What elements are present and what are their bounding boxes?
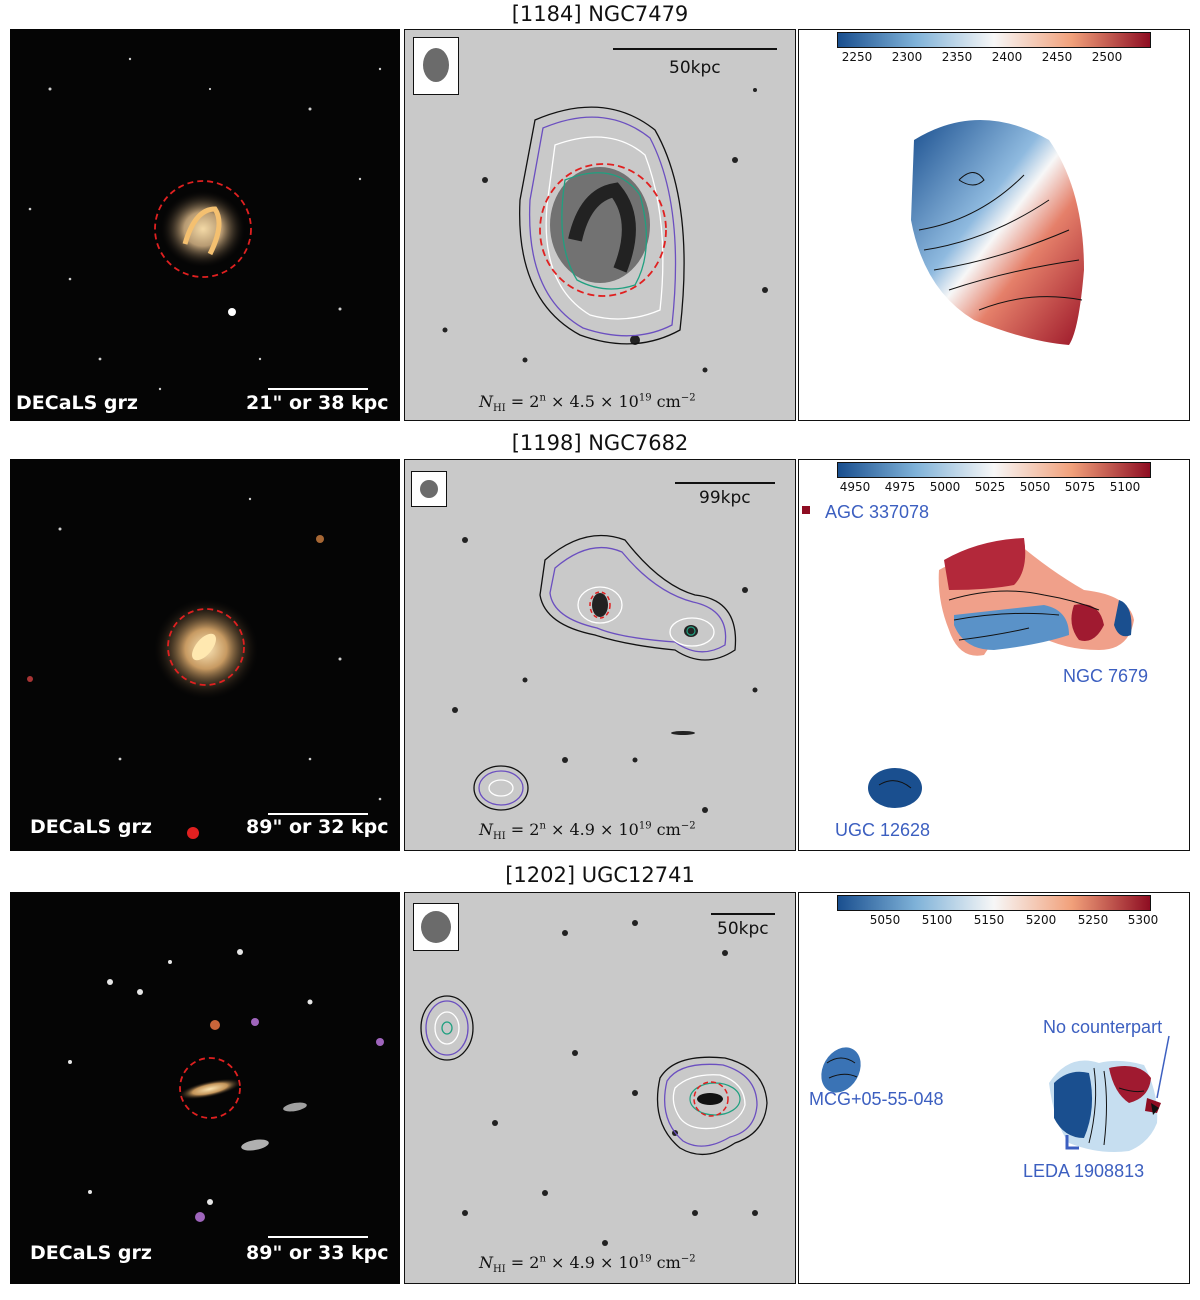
aperture-circle <box>179 1057 241 1119</box>
colorbar-tick: 5100 <box>1109 480 1141 494</box>
scale-label: 89" or 32 kpc <box>246 816 389 838</box>
galaxy-body <box>178 1078 242 1100</box>
beam-inset <box>411 471 447 507</box>
galaxy-label: MCG+05-55-048 <box>809 1089 944 1109</box>
colorbar-tick: 2500 <box>1091 50 1123 64</box>
row-title: [1198] NGC7682 <box>511 431 689 455</box>
survey-label: DECaLS grz <box>30 816 152 838</box>
colorbar-tick: 5075 <box>1064 480 1096 494</box>
colorbar-tick: 5100 <box>921 913 953 927</box>
colorbar-tick: 5250 <box>1077 913 1109 927</box>
galaxy-label: LEDA 1908813 <box>1023 1161 1145 1181</box>
colorbar-tick: 5025 <box>974 480 1006 494</box>
hi-scale-bar <box>675 482 775 484</box>
colorbar-tick: 2400 <box>991 50 1023 64</box>
velocity-field-panel: 4950 4975 5000 5025 5050 5075 5100 AGC 3… <box>798 459 1190 851</box>
hi-contour-map <box>420 920 768 1246</box>
hi-scale-label: 50kpc <box>717 919 769 939</box>
galaxy-label: UGC 12628 <box>835 820 931 840</box>
colorbar-tick: 5050 <box>869 913 901 927</box>
galaxy-label: NGC 7679 <box>1063 666 1149 686</box>
galaxy-body <box>161 191 245 267</box>
hi-scale-label: 50kpc <box>669 58 721 78</box>
aperture-circle <box>167 608 245 686</box>
row-title: [1202] UGC12741 <box>505 863 695 887</box>
nhi-contour-label: NHI = 2n × 4.5 × 1019 cm−2 <box>479 392 696 415</box>
beam-inset <box>413 37 459 95</box>
aperture-circle <box>154 180 252 278</box>
scale-bar <box>268 813 368 815</box>
optical-image-panel: DECaLS grz 89" or 33 kpc <box>10 892 400 1284</box>
scale-label: 89" or 33 kpc <box>246 1242 389 1264</box>
hi-contour-map <box>442 88 768 373</box>
survey-label: DECaLS grz <box>16 392 138 414</box>
hi-contour-panel: 99kpc NHI = 2n × 4.9 × 1019 cm−2 <box>404 459 796 851</box>
colorbar-tick: 2300 <box>891 50 923 64</box>
velocity-field-panel: 2250 2300 2350 2400 2450 2500 <box>798 29 1190 421</box>
colorbar <box>837 462 1151 478</box>
nhi-contour-label: NHI = 2n × 4.9 × 1019 cm−2 <box>479 1253 696 1276</box>
colorbar-tick: 5000 <box>929 480 961 494</box>
velocity-map <box>821 1035 1170 1152</box>
colorbar-tick: 5050 <box>1019 480 1051 494</box>
hi-scale-label: 99kpc <box>699 488 751 508</box>
optical-image <box>27 497 382 839</box>
scale-bar <box>268 1236 368 1238</box>
velocity-field-panel: 5050 5100 5150 5200 5250 5300 No counter… <box>798 892 1190 1284</box>
optical-image <box>68 949 384 1222</box>
velocity-map <box>802 506 1134 808</box>
survey-label: DECaLS grz <box>30 1242 152 1264</box>
scale-bar <box>268 388 368 390</box>
beam-ellipse <box>423 48 449 82</box>
hi-contour-panel: 50kpc NHI = 2n × 4.5 × 1019 cm−2 <box>404 29 796 421</box>
galaxy-label: No counterpart <box>1043 1017 1163 1037</box>
colorbar <box>837 32 1151 48</box>
row-title: [1184] NGC7479 <box>511 2 689 26</box>
hi-contour-panel: 50kpc NHI = 2n × 4.9 × 1019 cm−2 <box>404 892 796 1284</box>
beam-ellipse <box>420 480 438 498</box>
optical-image-panel: DECaLS grz 21" or 38 kpc <box>10 29 400 421</box>
galaxy-label: AGC 337078 <box>825 502 930 522</box>
colorbar-tick: 5150 <box>973 913 1005 927</box>
colorbar-tick: 2250 <box>841 50 873 64</box>
optical-image-panel: DECaLS grz 89" or 32 kpc <box>10 459 400 851</box>
scale-label: 21" or 38 kpc <box>246 392 389 414</box>
colorbar <box>837 895 1151 911</box>
colorbar-tick: 5300 <box>1127 913 1159 927</box>
optical-image <box>28 57 382 391</box>
hi-scale-bar <box>711 913 775 915</box>
beam-inset <box>413 903 459 951</box>
hi-contour-map <box>452 534 758 813</box>
hi-scale-bar <box>613 48 777 50</box>
colorbar-tick: 2450 <box>1041 50 1073 64</box>
colorbar-tick: 5200 <box>1025 913 1057 927</box>
beam-ellipse <box>421 911 451 943</box>
velocity-map <box>911 120 1084 345</box>
colorbar-tick: 4950 <box>839 480 871 494</box>
colorbar-tick: 4975 <box>884 480 916 494</box>
nhi-contour-label: NHI = 2n × 4.9 × 1019 cm−2 <box>479 820 696 843</box>
colorbar-tick: 2350 <box>941 50 973 64</box>
